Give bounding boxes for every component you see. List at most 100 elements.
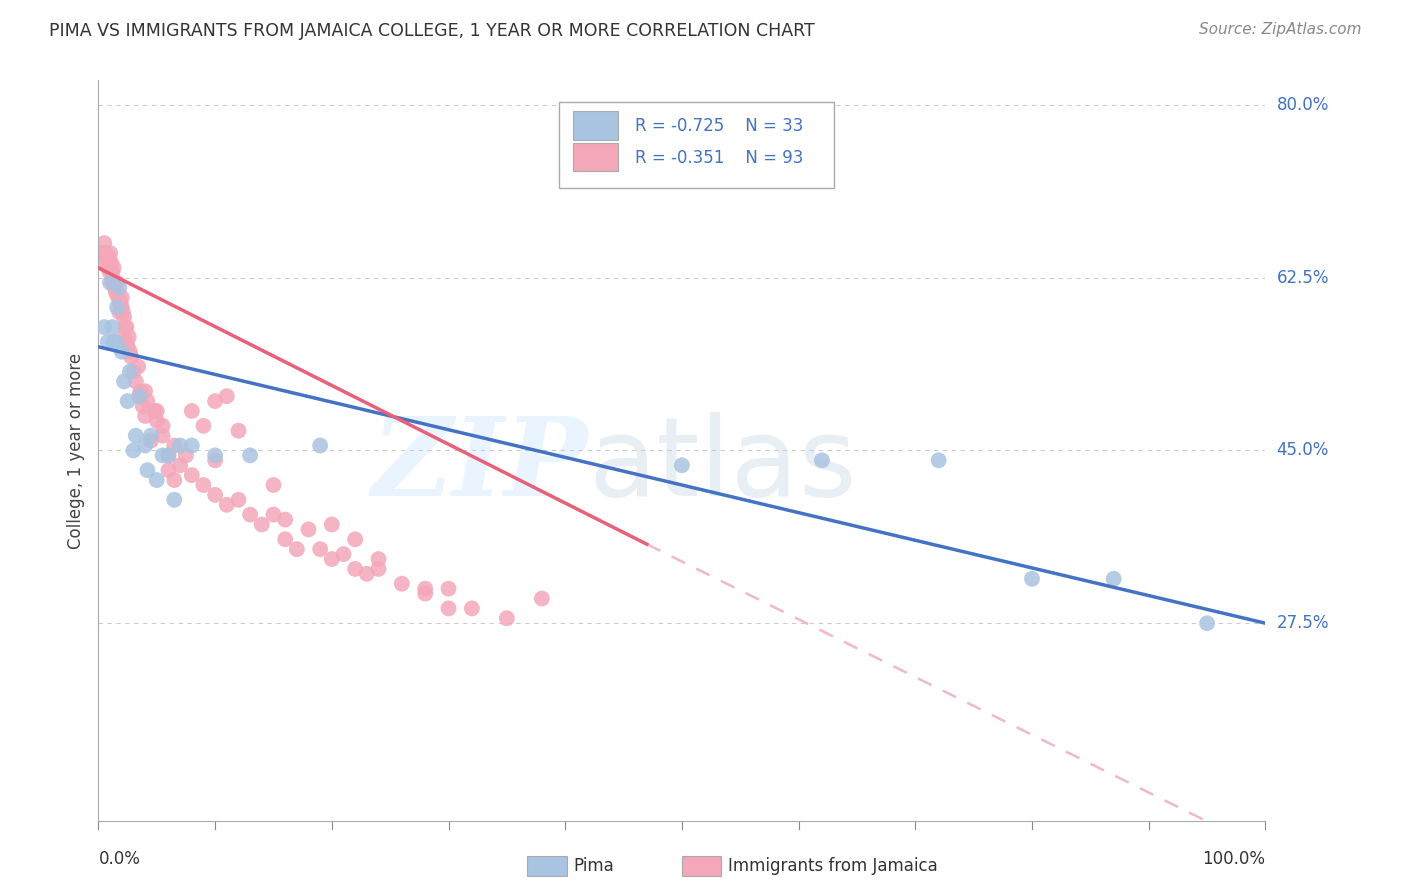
Point xyxy=(134,438,156,452)
Text: 80.0%: 80.0% xyxy=(1277,96,1329,114)
Point xyxy=(297,523,319,537)
Point xyxy=(105,285,128,300)
Point xyxy=(250,517,273,532)
Point xyxy=(413,582,436,596)
Point xyxy=(118,364,141,378)
Point xyxy=(107,290,129,304)
Point xyxy=(104,285,127,300)
Point xyxy=(122,364,145,378)
Point xyxy=(104,276,127,290)
Point xyxy=(262,478,284,492)
Point xyxy=(118,344,141,359)
Point xyxy=(139,428,162,442)
Text: PIMA VS IMMIGRANTS FROM JAMAICA COLLEGE, 1 YEAR OR MORE CORRELATION CHART: PIMA VS IMMIGRANTS FROM JAMAICA COLLEGE,… xyxy=(49,22,815,40)
Point xyxy=(111,344,134,359)
Point xyxy=(110,295,132,310)
Point xyxy=(97,251,120,265)
Point xyxy=(136,394,159,409)
Point xyxy=(152,418,174,433)
Point xyxy=(274,533,297,547)
Point xyxy=(115,334,138,349)
Point xyxy=(321,552,343,566)
Text: atlas: atlas xyxy=(589,412,858,519)
Point xyxy=(115,320,138,334)
Text: 62.5%: 62.5% xyxy=(1277,268,1329,286)
Point xyxy=(163,492,186,507)
Point xyxy=(108,305,131,319)
Point xyxy=(309,438,332,452)
Point xyxy=(180,404,202,418)
Point xyxy=(93,320,115,334)
Point xyxy=(530,591,553,606)
Point xyxy=(285,542,308,557)
Text: Pima: Pima xyxy=(574,857,614,875)
Point xyxy=(139,434,162,448)
Point xyxy=(120,350,142,364)
Point xyxy=(108,295,131,310)
Point xyxy=(101,276,124,290)
Text: R = -0.725    N = 33: R = -0.725 N = 33 xyxy=(636,117,804,136)
Point xyxy=(111,301,134,315)
Point xyxy=(367,552,389,566)
Point xyxy=(274,512,297,526)
Point xyxy=(100,256,122,270)
Point xyxy=(94,246,117,260)
Point xyxy=(112,330,135,344)
Point xyxy=(136,463,159,477)
Text: R = -0.351    N = 93: R = -0.351 N = 93 xyxy=(636,149,804,167)
Point xyxy=(413,586,436,600)
Point xyxy=(169,438,191,452)
Point xyxy=(152,449,174,463)
Point xyxy=(128,389,150,403)
Point xyxy=(98,246,121,260)
Point xyxy=(125,428,148,442)
Point xyxy=(163,438,186,452)
Point xyxy=(127,359,149,374)
Point xyxy=(98,266,121,280)
Point xyxy=(146,414,169,428)
Point xyxy=(1102,572,1125,586)
Point xyxy=(129,384,152,399)
Point xyxy=(111,305,134,319)
Point xyxy=(146,404,169,418)
Point xyxy=(112,375,135,389)
Point xyxy=(157,449,180,463)
Point xyxy=(169,458,191,473)
Point xyxy=(204,453,226,467)
Text: 0.0%: 0.0% xyxy=(98,850,141,868)
Point xyxy=(1021,572,1043,586)
Point xyxy=(114,320,136,334)
Point xyxy=(437,582,460,596)
Point xyxy=(134,409,156,423)
Point xyxy=(193,418,215,433)
Text: Source: ZipAtlas.com: Source: ZipAtlas.com xyxy=(1198,22,1361,37)
Point xyxy=(101,320,124,334)
Text: 27.5%: 27.5% xyxy=(1277,615,1329,632)
Text: 45.0%: 45.0% xyxy=(1277,442,1329,459)
Point xyxy=(104,280,127,294)
Point xyxy=(125,375,148,389)
Point xyxy=(811,453,834,467)
Point xyxy=(228,424,250,438)
Point xyxy=(180,468,202,483)
Point xyxy=(134,384,156,399)
Point xyxy=(180,438,202,452)
Point xyxy=(309,542,332,557)
Point xyxy=(91,246,114,260)
Point xyxy=(93,236,115,251)
Point xyxy=(163,473,186,487)
Point xyxy=(152,428,174,442)
Point xyxy=(671,458,693,473)
FancyBboxPatch shape xyxy=(560,103,834,187)
Point xyxy=(105,301,128,315)
Point xyxy=(105,276,128,290)
Point xyxy=(204,488,226,502)
Point xyxy=(157,449,180,463)
Point xyxy=(97,334,120,349)
Point xyxy=(239,449,262,463)
Point xyxy=(204,394,226,409)
Point xyxy=(367,562,389,576)
Point xyxy=(104,334,127,349)
Point xyxy=(103,260,125,275)
Point xyxy=(117,394,139,409)
